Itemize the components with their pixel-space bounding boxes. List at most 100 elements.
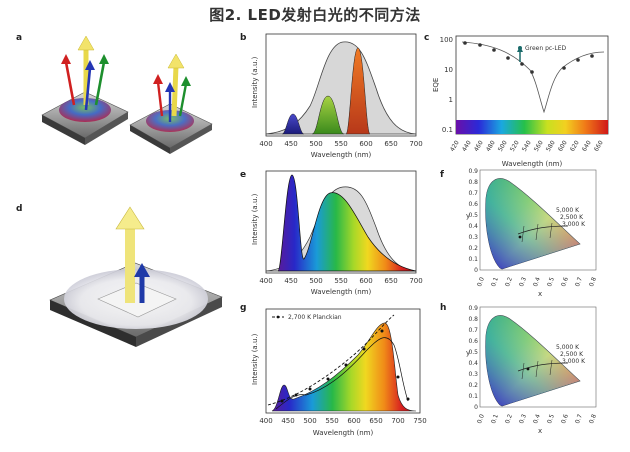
panel-h-xtick: 0.8: [588, 413, 598, 425]
panel-c-ytick: 1: [449, 96, 453, 104]
panel-e-xtick: 400: [259, 277, 272, 285]
panel-f-ytick: 0.2: [468, 245, 478, 252]
panel-h-cct-label: 5,000 K: [556, 344, 580, 351]
panel-e-xtick: 450: [284, 277, 297, 285]
panel-e-spectrum: [277, 174, 417, 272]
panel-g-xtick: 700: [391, 417, 404, 425]
panel-b-xtick: 500: [309, 140, 322, 148]
panel-f-ytick: 0.5: [468, 212, 478, 219]
panel-c-xtick: 460: [473, 139, 485, 153]
panel-f-ytick: 0.4: [468, 223, 478, 230]
panel-h-xtick: 0.4: [532, 413, 542, 425]
panel-b-xtick: 700: [409, 140, 422, 148]
panel-h-ytick: 0.6: [468, 338, 478, 345]
panel-c-chart: Green pc-LED 100 10 1 0.1 EQE 420 440 46…: [432, 35, 609, 168]
panel-g-xtick: 750: [413, 417, 426, 425]
panel-h-xtick: 0.0: [476, 413, 486, 425]
panel-h-xtick: 0.2: [504, 413, 514, 425]
figure-title: 图2. LED发射白光的不同方法: [209, 6, 421, 24]
panel-b-xtick: 450: [284, 140, 297, 148]
panel-c-xtick: 640: [581, 139, 593, 153]
panel-c-annotation: Green pc-LED: [525, 45, 566, 52]
panel-f-ytick: 0: [474, 267, 478, 274]
panel-c-ytick: 100: [440, 36, 453, 44]
panel-g-planckian-curve: [267, 314, 395, 406]
panel-f-xtick: 0.5: [546, 276, 556, 288]
panel-b-ylabel: Intensity (a.u.): [251, 56, 259, 108]
panel-h-xtick: 0.6: [560, 413, 570, 425]
panel-f-cct-label: 3,000 K: [562, 221, 586, 228]
panel-f-xtick: 0.4: [532, 276, 542, 288]
panel-e-xtick: 600: [359, 277, 372, 285]
panel-label-e: e: [240, 170, 247, 180]
panel-h-ytick: 0.9: [468, 305, 478, 312]
panel-label-g: g: [240, 303, 247, 313]
panel-g-chart: 2,700 K Planckian Intensity (a.u.) 400 4…: [251, 308, 427, 437]
panel-f-xtick: 0.6: [560, 276, 570, 288]
panel-g-xtick: 550: [325, 417, 338, 425]
panel-h-ytick: 0.2: [468, 382, 478, 389]
panel-b-xtick: 650: [384, 140, 397, 148]
panel-f-cie-diagram: 5,000 K 2,500 K 3,000 K 0.9 0.8 0.7 0.6 …: [466, 168, 598, 298]
panel-h-xtick: 0.1: [490, 413, 500, 425]
panel-b-blue-peak: [281, 113, 305, 135]
panel-h-cct-label: 2,500 K: [560, 351, 584, 358]
panel-b-xtick: 600: [359, 140, 372, 148]
panel-c-xtick: 580: [545, 139, 557, 153]
panel-f-cct-label: 5,000 K: [556, 207, 580, 214]
panel-h-ytick: 0: [474, 404, 478, 411]
panel-e-xtick: 550: [334, 277, 347, 285]
panel-g-xtick: 450: [281, 417, 294, 425]
panel-g-xtick: 400: [259, 417, 272, 425]
panel-e-xtick: 500: [309, 277, 322, 285]
panel-h-cct-label: 3,000 K: [562, 358, 586, 365]
panel-h-ylabel: y: [466, 349, 470, 357]
panel-c-xtick: 660: [593, 139, 605, 153]
panel-e-xlabel: Wavelength (nm): [311, 288, 372, 296]
panel-c-xtick: 420: [449, 139, 461, 153]
panel-label-f: f: [440, 170, 444, 180]
panel-b-reference-curve: [265, 41, 417, 135]
panel-h-xtick: 0.7: [574, 413, 584, 425]
panel-c-xtick: 540: [521, 139, 533, 153]
panel-b-chart: Intensity (a.u.) 400 450 500 550 600 650…: [251, 33, 423, 159]
panel-g-xtick: 500: [303, 417, 316, 425]
panel-c-xtick: 480: [485, 139, 497, 153]
panel-f-cct-label: 2,500 K: [560, 214, 584, 221]
panel-b-red-peak: [345, 47, 371, 135]
panel-e-xtick: 650: [384, 277, 397, 285]
panel-f-ytick: 0.9: [468, 168, 478, 175]
panel-g-ylabel: Intensity (a.u.): [251, 333, 259, 385]
panel-f-ytick: 0.7: [468, 190, 478, 197]
panel-g-legend: 2,700 K Planckian: [288, 314, 342, 321]
panel-f-xtick: 0.0: [476, 276, 486, 288]
panel-f-xtick: 0.3: [518, 276, 528, 288]
panel-f-ytick: 0.3: [468, 234, 478, 241]
panel-c-xtick: 440: [461, 139, 473, 153]
panel-h-ytick: 0.7: [468, 327, 478, 334]
panel-f-ylabel: y: [466, 212, 470, 220]
panel-h-ytick: 0.3: [468, 371, 478, 378]
panel-f-xlabel: x: [538, 290, 542, 298]
panel-b-xtick: 550: [334, 140, 347, 148]
panel-e-chart: Intensity (a.u.) 400 450 500 550 600 650…: [251, 170, 423, 296]
panel-f-xtick: 0.2: [504, 276, 514, 288]
panel-d-illustration: [49, 206, 223, 347]
panel-label-c: c: [424, 33, 430, 43]
panel-e-ylabel: Intensity (a.u.): [251, 193, 259, 245]
panel-h-cie-diagram: 5,000 K 2,500 K 3,000 K 0.9 0.8 0.7 0.6 …: [466, 305, 598, 435]
panel-c-ylabel: EQE: [432, 78, 440, 92]
panel-g-xlabel: Wavelength (nm): [313, 429, 374, 437]
panel-g-xtick: 600: [347, 417, 360, 425]
panel-f-ytick: 0.6: [468, 201, 478, 208]
panel-f-xtick: 0.8: [588, 276, 598, 288]
panel-h-xtick: 0.3: [518, 413, 528, 425]
panel-c-xtick: 600: [557, 139, 569, 153]
panel-h-xtick: 0.5: [546, 413, 556, 425]
panel-c-ytick: 10: [444, 66, 453, 74]
panel-h-xlabel: x: [538, 427, 542, 435]
panel-b-xlabel: Wavelength (nm): [311, 151, 372, 159]
panel-h-ytick: 0.1: [468, 393, 478, 400]
panel-f-ytick: 0.8: [468, 179, 478, 186]
panel-h-ytick: 0.4: [468, 360, 478, 367]
